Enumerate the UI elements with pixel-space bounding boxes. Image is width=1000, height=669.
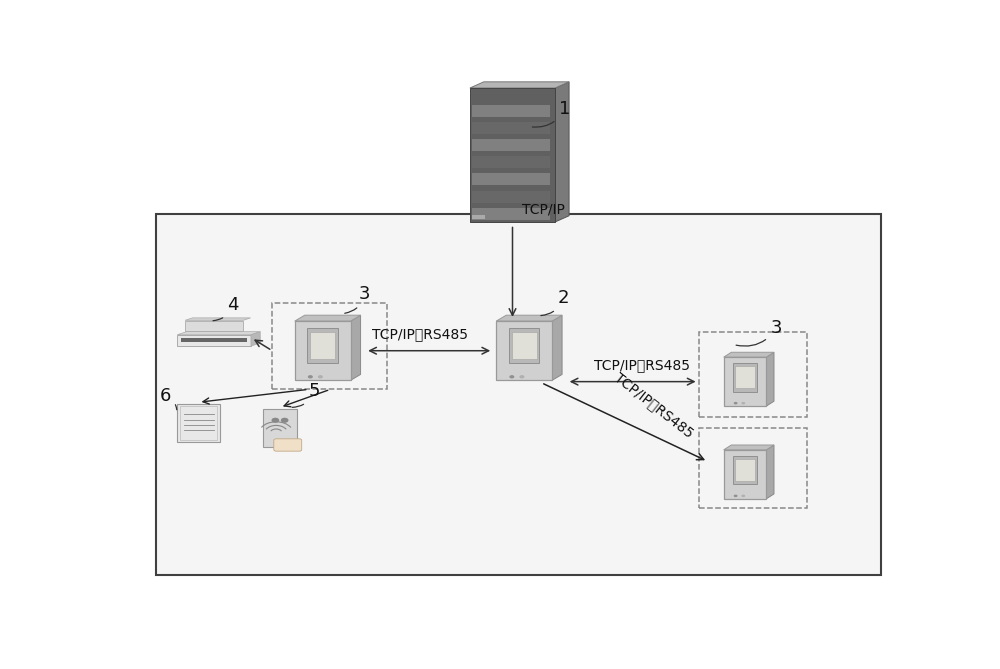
Polygon shape	[295, 315, 361, 321]
Bar	[156, 214, 881, 575]
Polygon shape	[552, 315, 562, 381]
Polygon shape	[470, 82, 569, 88]
Bar	[472, 122, 550, 134]
Polygon shape	[766, 445, 774, 499]
Polygon shape	[351, 315, 361, 381]
Circle shape	[308, 375, 313, 379]
Polygon shape	[177, 332, 260, 334]
Polygon shape	[251, 332, 260, 346]
Bar	[512, 332, 537, 359]
Bar	[698, 332, 807, 417]
Bar	[724, 450, 766, 499]
Circle shape	[318, 375, 323, 379]
Polygon shape	[724, 353, 774, 357]
Bar	[698, 428, 807, 508]
Circle shape	[509, 375, 514, 379]
Polygon shape	[185, 318, 251, 320]
Text: 6: 6	[160, 387, 177, 409]
Text: TCP/IP或RS485: TCP/IP或RS485	[612, 370, 696, 440]
Text: 3: 3	[345, 285, 371, 313]
Circle shape	[734, 494, 738, 497]
Circle shape	[734, 402, 738, 405]
Bar	[272, 303, 387, 389]
Text: 1: 1	[532, 100, 570, 127]
Bar	[472, 191, 550, 203]
FancyBboxPatch shape	[274, 439, 302, 451]
Bar	[263, 409, 297, 448]
Bar	[177, 334, 251, 346]
Bar	[295, 321, 351, 381]
Polygon shape	[724, 445, 774, 450]
Bar	[310, 332, 335, 359]
Bar	[724, 357, 766, 406]
Circle shape	[741, 494, 745, 497]
Circle shape	[281, 417, 289, 423]
Circle shape	[519, 375, 524, 379]
Bar	[177, 403, 220, 442]
Circle shape	[741, 402, 745, 405]
Text: TCP/IP或RS485: TCP/IP或RS485	[594, 359, 690, 373]
Polygon shape	[470, 88, 555, 222]
Text: 4: 4	[213, 296, 239, 320]
Bar	[735, 366, 755, 388]
Bar	[472, 173, 550, 185]
Bar	[496, 321, 552, 381]
Bar	[509, 328, 539, 363]
Bar	[472, 215, 485, 219]
Text: 3: 3	[736, 319, 782, 346]
Text: TCP/IP: TCP/IP	[522, 202, 565, 216]
Bar	[735, 459, 755, 481]
Circle shape	[271, 417, 279, 423]
Text: 5: 5	[292, 382, 320, 407]
Bar	[472, 139, 550, 151]
Bar	[181, 338, 247, 343]
Bar	[733, 363, 757, 391]
Polygon shape	[766, 353, 774, 406]
Bar	[307, 328, 338, 363]
Polygon shape	[555, 82, 569, 222]
Bar	[472, 208, 550, 220]
Bar	[733, 456, 757, 484]
Bar	[185, 321, 243, 330]
Bar	[472, 156, 550, 168]
Text: TCP/IP或RS485: TCP/IP或RS485	[372, 327, 468, 341]
Text: 2: 2	[541, 289, 569, 316]
Polygon shape	[496, 315, 562, 321]
Bar	[472, 104, 550, 116]
Bar	[180, 405, 217, 440]
